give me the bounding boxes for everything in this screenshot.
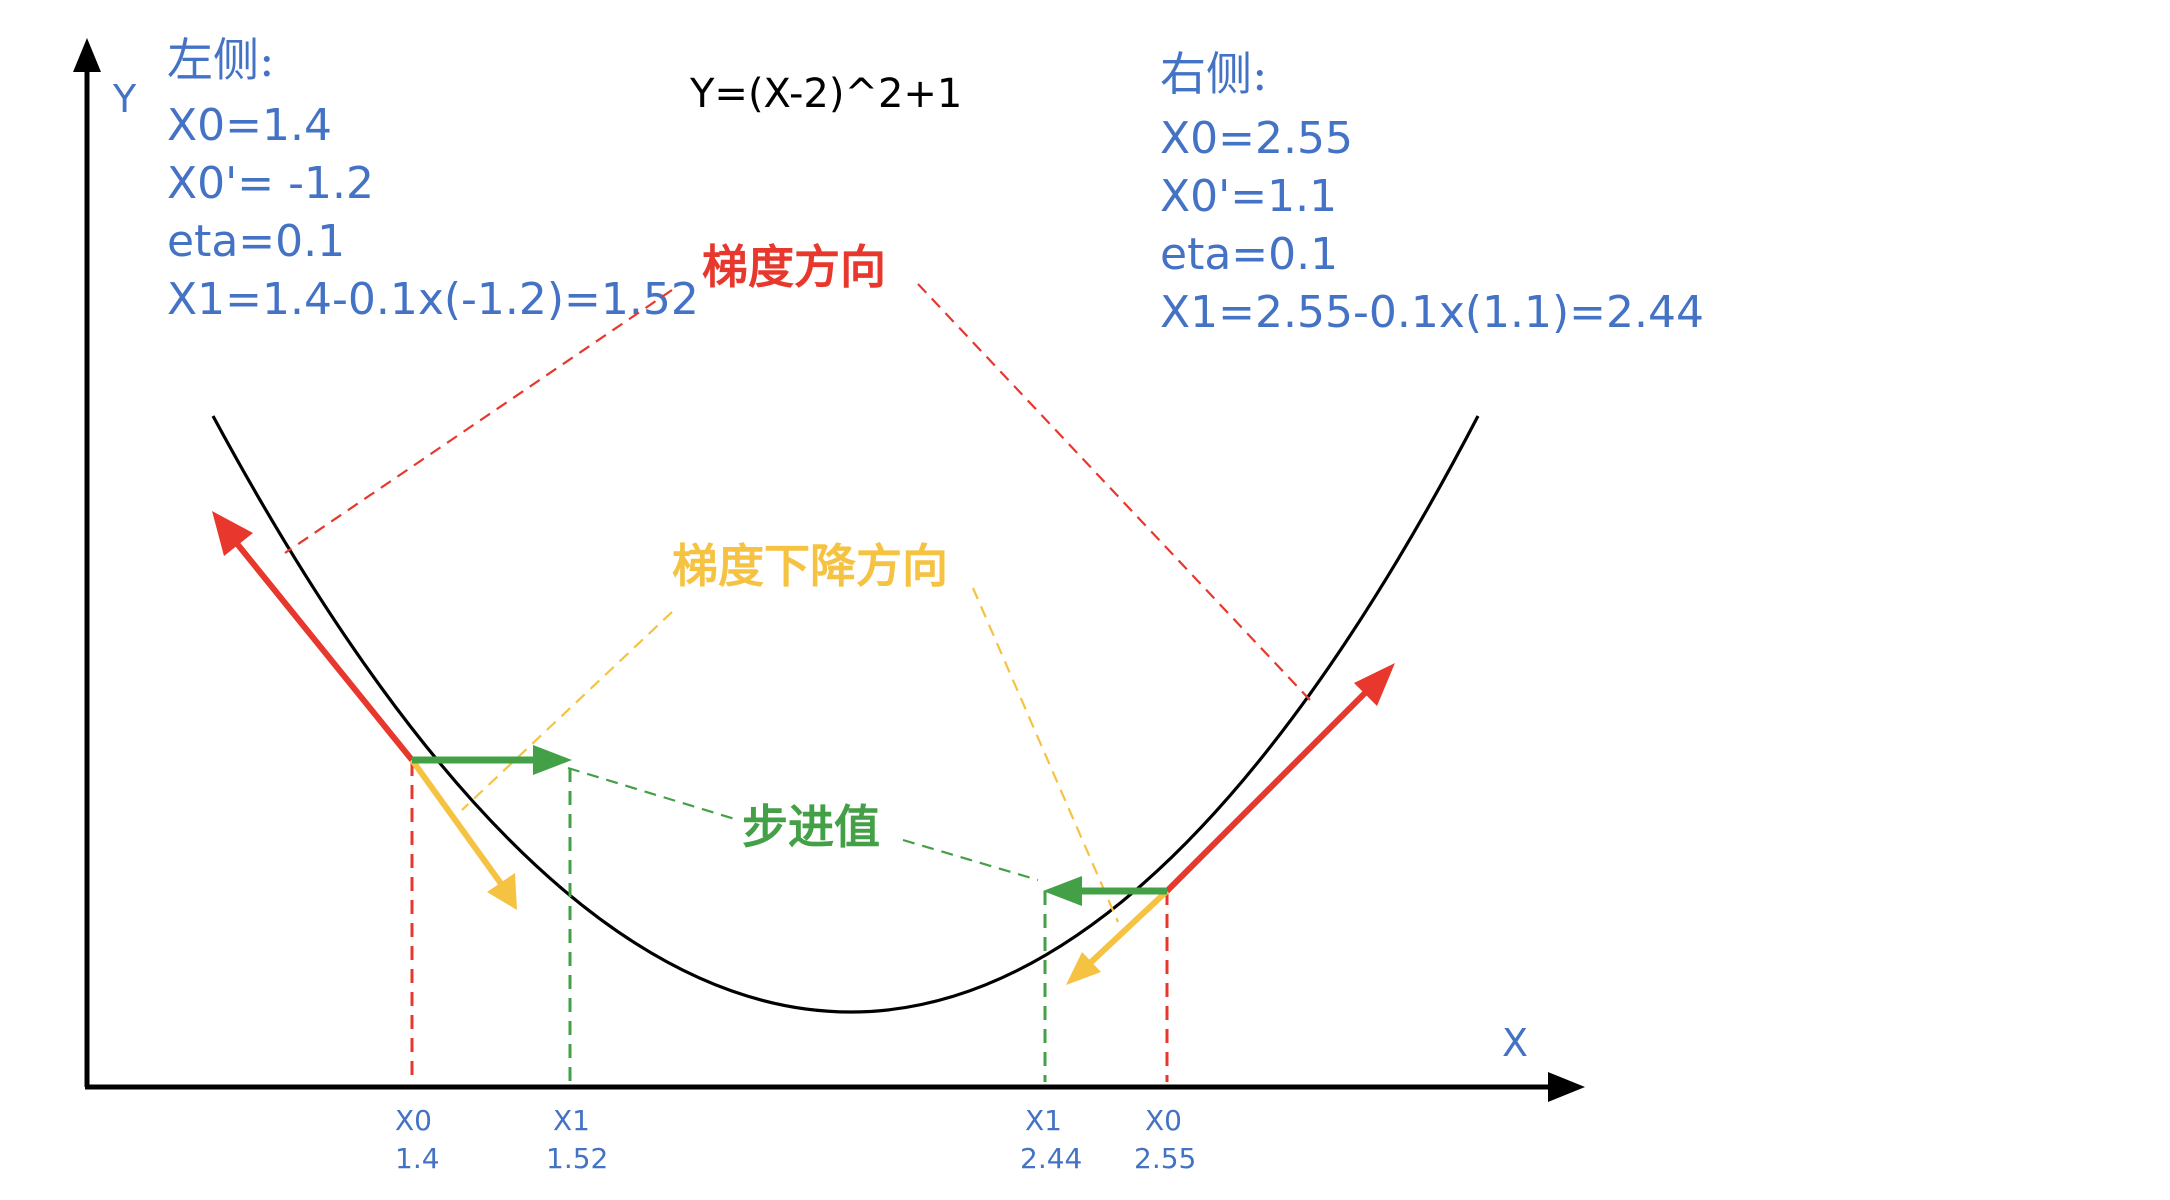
- formula-text: Y=(X-2)^2+1: [689, 71, 962, 117]
- left-line-3: eta=0.1: [167, 216, 345, 267]
- left-line-2: X0'= -1.2: [167, 158, 374, 209]
- step-leader-left: [567, 766, 739, 822]
- gradient-direction-label: 梯度方向: [702, 240, 886, 294]
- tick-left-x0: X0 1.4: [395, 1104, 440, 1175]
- gradient-leader-left: [284, 289, 673, 554]
- x-axis-arrowhead: [1548, 1072, 1585, 1102]
- left-gradient-arrow: [212, 511, 415, 762]
- right-annotation-block: 右侧: X0=2.55 X0'=1.1 eta=0.1 X1=2.55-0.1x…: [1160, 47, 1704, 338]
- tick-left-x1-value: 1.52: [546, 1142, 608, 1175]
- parabola-curve: [211, 415, 1480, 1014]
- tick-left-x0-name: X0: [395, 1104, 432, 1137]
- right-line-2: X0'=1.1: [1160, 171, 1337, 222]
- descent-direction-label: 梯度下降方向: [672, 539, 948, 593]
- left-title: 左侧:: [167, 33, 275, 87]
- tick-right-x0: X0 2.55: [1134, 1104, 1196, 1175]
- left-line-1: X0=1.4: [167, 100, 332, 151]
- tick-right-x1-value: 2.44: [1020, 1142, 1082, 1175]
- step-value-label: 步进值: [742, 800, 880, 854]
- y-axis-arrowhead: [73, 38, 101, 72]
- right-line-3: eta=0.1: [1160, 229, 1338, 280]
- right-line-1: X0=2.55: [1160, 113, 1353, 164]
- tick-left-x1-name: X1: [553, 1104, 590, 1137]
- tick-right-x0-value: 2.55: [1134, 1142, 1196, 1175]
- gradient-leader-right: [917, 283, 1311, 701]
- left-line-4: X1=1.4-0.1x(-1.2)=1.52: [167, 274, 699, 325]
- descent-leader-right: [971, 587, 1120, 923]
- tick-right-x1-name: X1: [1025, 1104, 1062, 1137]
- left-descent-arrow: [409, 758, 517, 910]
- left-annotation-block: 左侧: X0=1.4 X0'= -1.2 eta=0.1 X1=1.4-0.1x…: [167, 33, 699, 325]
- tick-left-x0-value: 1.4: [395, 1142, 440, 1175]
- right-descent-arrow: [1066, 888, 1170, 985]
- right-title: 右侧:: [1160, 47, 1268, 101]
- descent-leader-left: [461, 611, 673, 811]
- x-axis-label: X: [1502, 1021, 1528, 1065]
- tick-left-x1: X1 1.52: [546, 1104, 608, 1175]
- right-line-4: X1=2.55-0.1x(1.1)=2.44: [1160, 287, 1704, 338]
- right-step-arrow: [1043, 876, 1167, 906]
- tick-right-x1: X1 2.44: [1020, 1104, 1082, 1175]
- right-gradient-arrow: [1164, 663, 1395, 894]
- tick-right-x0-name: X0: [1145, 1104, 1182, 1137]
- y-axis-label: Y: [112, 77, 137, 121]
- left-step-arrow: [412, 745, 572, 775]
- step-leader-right: [902, 838, 1039, 882]
